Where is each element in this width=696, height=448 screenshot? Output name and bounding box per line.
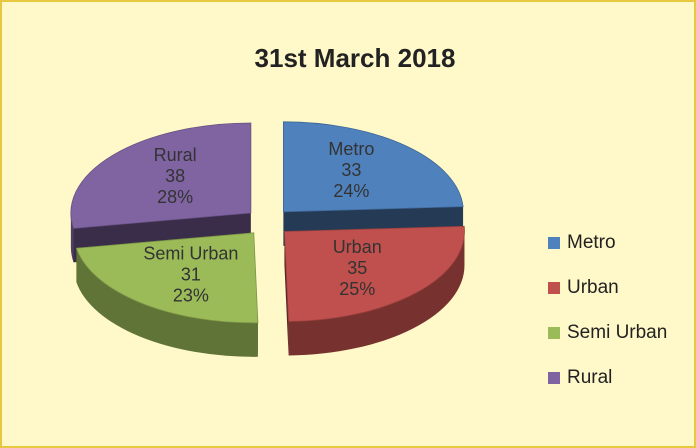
legend-label: Semi Urban [567, 322, 667, 343]
chart-title: 31st March 2018 [255, 43, 456, 73]
data-label-name: Urban [333, 237, 382, 257]
slice-wall [70, 212, 74, 263]
data-label-name: Semi Urban [143, 244, 238, 264]
legend-label: Metro [567, 232, 616, 253]
slice-top [70, 122, 252, 229]
legend-swatch [548, 282, 560, 294]
legend-swatch [548, 327, 560, 339]
data-label-name: Metro [328, 139, 374, 159]
pie-slice [75, 232, 259, 357]
slice-wall [288, 231, 465, 356]
data-label-name: Rural [154, 145, 197, 165]
pie-slice [284, 225, 465, 356]
slice-top [284, 225, 465, 322]
data-label-value: 31 [181, 265, 201, 285]
data-label-value: 33 [341, 160, 361, 180]
legend-swatch [548, 372, 560, 384]
slice-wall [76, 248, 258, 357]
data-label-value: 35 [347, 258, 367, 278]
legend-label: Urban [567, 277, 619, 298]
slice-top [75, 232, 259, 324]
legend-swatch [548, 237, 560, 249]
data-label-percent: 25% [339, 279, 375, 299]
data-label-percent: 28% [157, 187, 193, 207]
legend-label: Rural [567, 367, 612, 388]
data-label-percent: 24% [333, 181, 369, 201]
data-label-percent: 23% [173, 286, 209, 306]
slice-top [282, 121, 464, 213]
data-label-value: 38 [165, 166, 185, 186]
